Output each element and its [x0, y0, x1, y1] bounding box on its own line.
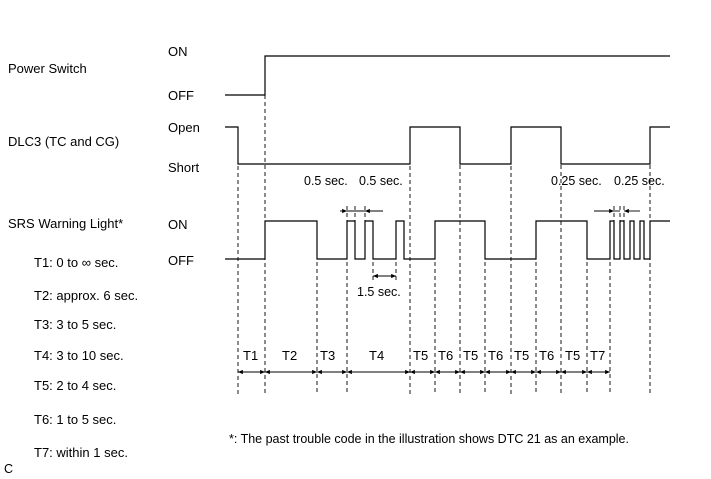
- period-label: T3: [320, 348, 335, 363]
- period-label: T6: [438, 348, 453, 363]
- legend-t3: T3: 3 to 5 sec.: [34, 317, 116, 332]
- dlc3-open-state: Open: [168, 120, 200, 135]
- power-switch-label: Power Switch: [8, 61, 87, 76]
- power-on-state: ON: [168, 44, 188, 59]
- period-label: T6: [539, 348, 554, 363]
- dlc3-label: DLC3 (TC and CG): [8, 134, 119, 149]
- legend-t7: T7: within 1 sec.: [34, 445, 128, 460]
- period-label: T2: [282, 348, 297, 363]
- srs-warning-light-label: SRS Warning Light*: [8, 216, 123, 231]
- corner-mark: C: [4, 462, 13, 476]
- dlc3-waveform: [225, 126, 670, 165]
- interval-annotation: 1.5 sec.: [357, 285, 401, 299]
- light-off-state: OFF: [168, 253, 194, 268]
- legend-t4: T4: 3 to 10 sec.: [34, 348, 124, 363]
- legend-t2: T2: approx. 6 sec.: [34, 288, 138, 303]
- period-label: T7: [590, 348, 605, 363]
- period-label: T5: [514, 348, 529, 363]
- power-off-state: OFF: [168, 88, 194, 103]
- period-label: T1: [243, 348, 258, 363]
- dlc3-short-state: Short: [168, 160, 199, 175]
- interval-annotation: 0.5 sec.: [359, 174, 403, 188]
- legend-t5: T5: 2 to 4 sec.: [34, 378, 116, 393]
- period-label: T6: [488, 348, 503, 363]
- interval-annotation: 0.25 sec.: [614, 174, 665, 188]
- srs-light-waveform: [225, 220, 670, 260]
- light-on-state: ON: [168, 217, 188, 232]
- period-label: T5: [463, 348, 478, 363]
- period-label: T5: [413, 348, 428, 363]
- power-switch-waveform: [225, 55, 670, 96]
- footnote: *: The past trouble code in the illustra…: [229, 432, 629, 446]
- period-label: T5: [565, 348, 580, 363]
- legend-t6: T6: 1 to 5 sec.: [34, 412, 116, 427]
- interval-annotation: 0.5 sec.: [304, 174, 348, 188]
- period-label: T4: [369, 348, 384, 363]
- interval-annotation: 0.25 sec.: [551, 174, 602, 188]
- legend-t1: T1: 0 to ∞ sec.: [34, 255, 118, 270]
